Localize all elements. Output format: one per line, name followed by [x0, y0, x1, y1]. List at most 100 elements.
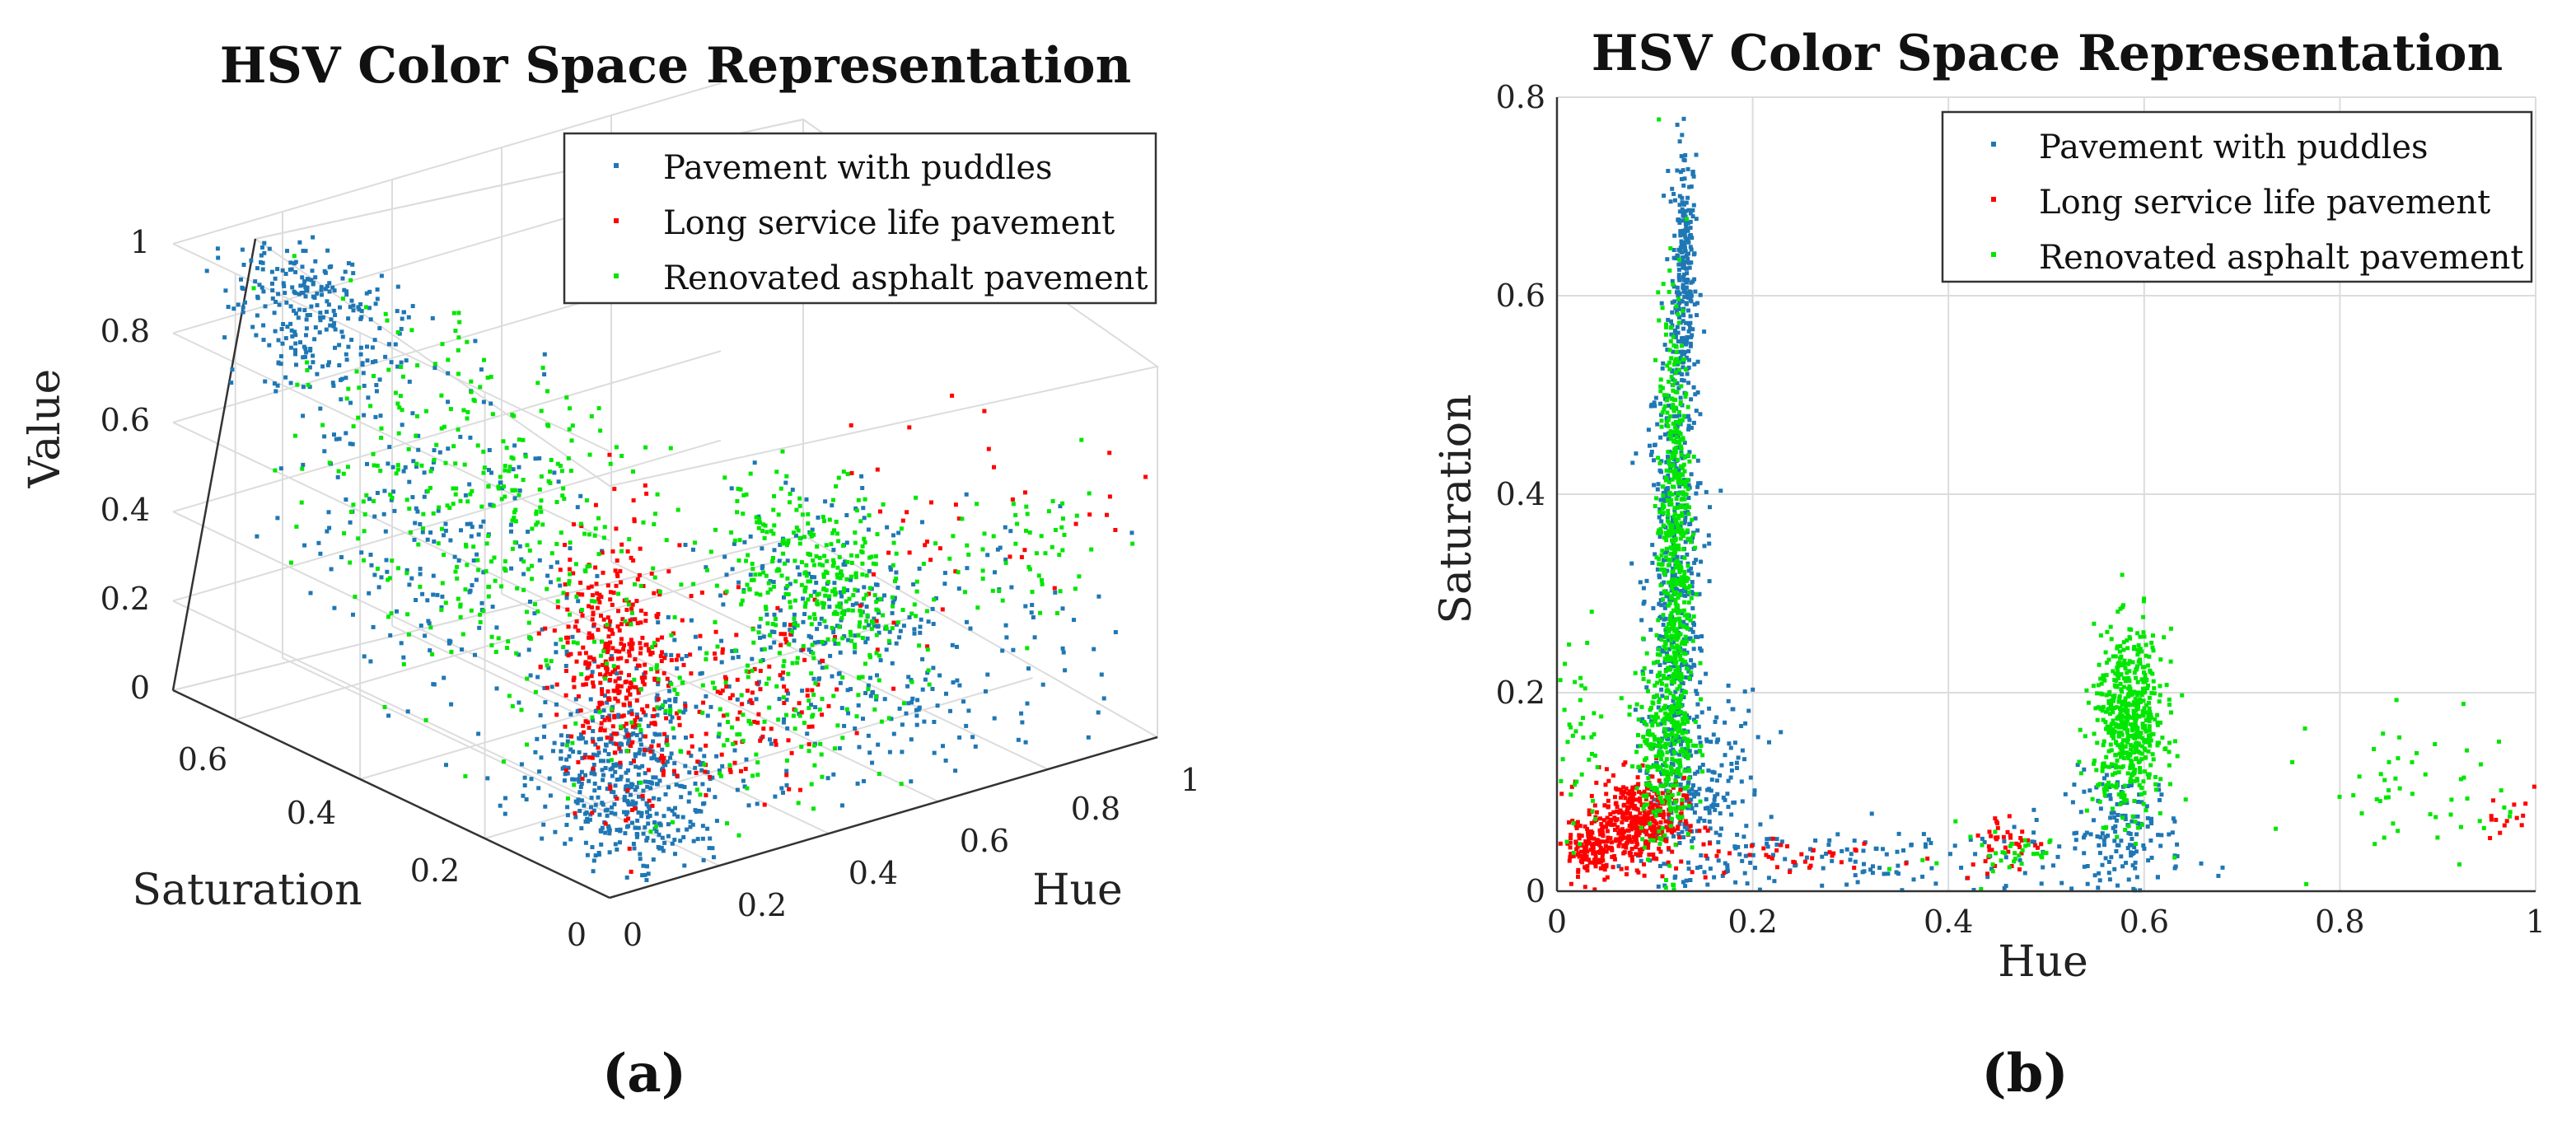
data-point: [629, 708, 634, 713]
data-point: [779, 786, 784, 791]
data-point: [1687, 184, 1692, 189]
data-point: [453, 569, 458, 574]
data-point: [1605, 838, 1610, 843]
data-point: [1680, 739, 1685, 743]
data-point: [2158, 843, 2163, 848]
data-point: [1575, 820, 1580, 824]
data-point: [1654, 821, 1659, 826]
data-point: [1658, 722, 1663, 726]
data-point: [2126, 877, 2131, 882]
data-point: [305, 313, 310, 318]
data-point: [660, 650, 664, 655]
data-point: [680, 656, 685, 661]
data-point: [802, 657, 807, 662]
data-point: [892, 596, 897, 600]
data-point: [613, 689, 618, 694]
data-point: [932, 720, 937, 724]
data-point: [565, 739, 570, 744]
data-point: [785, 558, 790, 563]
data-point: [1995, 825, 2000, 830]
data-point: [512, 510, 517, 515]
data-point: [418, 567, 423, 572]
data-point: [804, 573, 809, 578]
data-point: [489, 559, 494, 564]
data-point: [895, 620, 900, 625]
data-point: [1683, 222, 1688, 226]
data-point: [1635, 818, 1640, 823]
data-point: [758, 659, 763, 664]
data-point: [1691, 614, 1696, 619]
data-point: [637, 765, 642, 770]
data-point: [1670, 657, 1675, 662]
data-point: [2175, 854, 2180, 858]
data-point: [1596, 857, 1601, 862]
data-point: [610, 646, 615, 651]
data-point: [454, 486, 459, 491]
data-point: [735, 498, 740, 503]
data-point: [847, 596, 852, 601]
data-point: [723, 680, 728, 685]
data-point: [2523, 801, 2528, 806]
data-point: [643, 675, 648, 680]
data-point: [449, 649, 454, 654]
data-point: [360, 361, 365, 366]
data-point: [501, 439, 506, 444]
data-point: [1661, 491, 1666, 496]
data-point: [1599, 859, 1604, 864]
data-point: [651, 775, 656, 780]
data-point: [444, 763, 448, 768]
data-point: [1756, 735, 1760, 740]
data-point: [874, 697, 879, 702]
data-point: [1975, 833, 1980, 838]
data-point: [2095, 834, 2100, 838]
data-point: [831, 497, 835, 502]
data-point: [461, 408, 466, 413]
data-point: [815, 599, 820, 604]
data-point: [784, 773, 789, 778]
data-point: [489, 470, 493, 475]
data-point: [1659, 591, 1664, 596]
data-point: [1636, 782, 1641, 787]
data-point: [651, 857, 656, 862]
data-point: [640, 796, 645, 801]
data-point: [627, 736, 632, 741]
data-point: [749, 577, 754, 582]
data-point: [1671, 826, 1676, 831]
data-point: [886, 550, 891, 555]
data-point: [704, 793, 708, 797]
data-point: [478, 385, 483, 390]
data-point: [582, 803, 587, 808]
data-point: [1673, 335, 1678, 339]
data-point: [600, 639, 605, 644]
data-point: [593, 526, 598, 531]
panel-a-zlabel: Value: [21, 369, 70, 489]
legend-label: Long service life pavement: [663, 204, 1115, 242]
data-point: [1671, 553, 1676, 558]
data-point: [708, 836, 713, 841]
data-point: [306, 383, 311, 387]
data-point: [618, 568, 623, 573]
data-point: [1578, 849, 1583, 854]
data-point: [363, 305, 368, 310]
data-point: [666, 834, 671, 838]
data-point: [2108, 796, 2113, 801]
data-point: [814, 553, 819, 558]
data-point: [629, 555, 633, 560]
data-point: [982, 531, 987, 536]
data-point: [872, 616, 877, 621]
data-point: [613, 679, 618, 684]
data-point: [619, 622, 624, 627]
data-point: [1685, 806, 1690, 810]
data-point: [1644, 829, 1648, 834]
data-point: [1676, 547, 1681, 552]
data-point: [372, 499, 376, 503]
data-point: [307, 313, 312, 317]
data-point: [806, 742, 811, 747]
data-point: [368, 553, 373, 557]
data-point: [1676, 330, 1681, 335]
data-point: [662, 731, 667, 736]
data-point: [425, 537, 430, 542]
data-point: [365, 461, 369, 466]
data-point: [626, 802, 631, 807]
data-point: [608, 671, 613, 676]
